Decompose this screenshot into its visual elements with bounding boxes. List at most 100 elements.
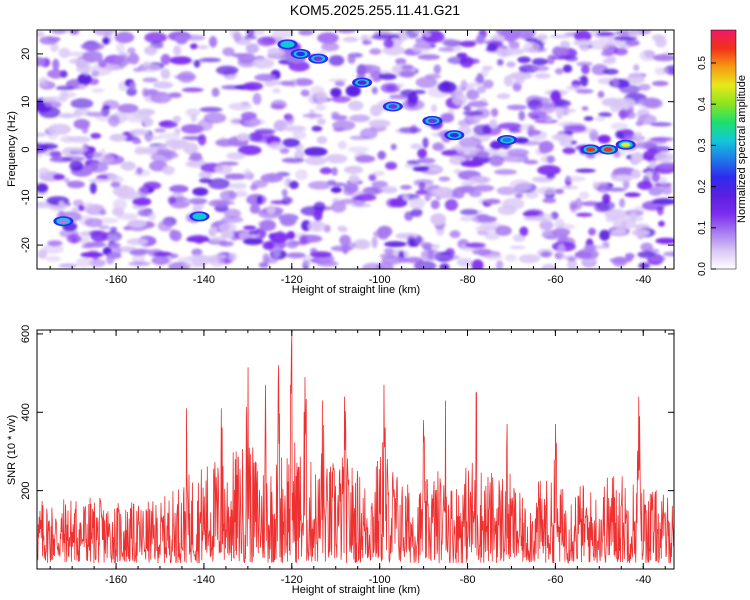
heatmap-cell [396, 83, 405, 88]
heatmap-cell [80, 251, 104, 258]
heatmap-cell [399, 30, 406, 36]
heatmap-cell [292, 78, 314, 86]
heatmap-cell [399, 70, 415, 78]
heatmap-cell [540, 115, 551, 120]
heatmap-cell [228, 182, 247, 190]
heatmap-cell [300, 89, 310, 97]
heatmap-cell [319, 167, 333, 175]
heatmap-cell [415, 190, 428, 195]
hotspot [603, 147, 613, 152]
heatmap-cell [137, 209, 150, 217]
heatmap-cell [640, 242, 653, 252]
heatmap-cell [381, 255, 404, 265]
heatmap-cell [427, 166, 442, 172]
heatmap-cell [475, 34, 486, 45]
heatmap-cell [472, 184, 495, 192]
heatmap-cell [42, 243, 64, 254]
heatmap-cell [219, 190, 238, 201]
heatmap-cell [331, 201, 347, 213]
heatmap-cell [648, 186, 663, 196]
heatmap-cell [148, 212, 156, 221]
heatmap-cell [481, 65, 489, 77]
heatmap-cell [655, 36, 667, 48]
heatmap-cell [368, 174, 377, 182]
heatmap-cell [460, 79, 468, 91]
colorbar-ticks: 0.0 0.1 0.2 0.3 0.4 0.5 [697, 29, 737, 276]
heatmap-cell [58, 47, 71, 59]
heatmap-cell [579, 191, 590, 200]
heatmap-cell [658, 162, 674, 169]
heatmap-cell [259, 219, 277, 232]
heatmap-cell [243, 225, 257, 230]
heatmap-cell [136, 167, 143, 175]
heatmap-cell [115, 42, 125, 54]
heatmap-cell [460, 160, 484, 168]
heatmap-cell [474, 76, 484, 83]
spectrogram-y-tick-label: -20 [20, 237, 32, 253]
heatmap-cell [418, 182, 426, 191]
heatmap-cell [58, 263, 78, 268]
heatmap-cell [433, 64, 441, 74]
heatmap-cell [410, 143, 423, 150]
heatmap-cell [128, 53, 140, 65]
snr-x-label: Height of straight line (km) [292, 584, 420, 596]
heatmap-cell [625, 253, 635, 260]
heatmap-cell [108, 115, 120, 127]
heatmap-cell [404, 256, 424, 264]
heatmap-cell [309, 251, 332, 258]
heatmap-cell [423, 32, 432, 37]
heatmap-cell [514, 30, 536, 39]
heatmap-cell [420, 242, 433, 249]
heatmap-cell [258, 262, 269, 268]
heatmap-cell [342, 36, 359, 43]
heatmap-cell [181, 87, 204, 93]
heatmap-cell [37, 132, 47, 137]
heatmap-cell [348, 174, 360, 184]
heatmap-cell [564, 55, 578, 62]
heatmap-cell [630, 169, 641, 179]
heatmap-cell [68, 58, 86, 65]
heatmap-cell [183, 142, 199, 155]
heatmap-cell [551, 228, 571, 237]
heatmap-cell [596, 31, 615, 37]
heatmap-cell [251, 136, 275, 143]
heatmap-cell [554, 68, 564, 75]
heatmap-cell [532, 65, 550, 72]
heatmap-cell [558, 46, 569, 56]
heatmap-cell [109, 226, 118, 233]
hotspot [388, 104, 398, 109]
heatmap-cell [197, 118, 213, 131]
heatmap-cell [81, 123, 89, 134]
heatmap-cell [456, 257, 473, 267]
snr-y-tick-label: 400 [20, 403, 32, 421]
heatmap-cell [597, 134, 611, 144]
heatmap-cell [159, 144, 173, 149]
heatmap-cell [281, 189, 288, 197]
heatmap-cell [484, 254, 503, 260]
heatmap-cell [651, 80, 669, 87]
heatmap-cell [94, 154, 116, 163]
heatmap-cell [570, 140, 578, 145]
colorbar-tick-label: 0.2 [697, 179, 708, 193]
heatmap-cell [220, 231, 234, 239]
heatmap-cell [503, 75, 514, 87]
heatmap-cell [126, 238, 148, 246]
heatmap-cell [639, 49, 656, 62]
snr-y-label: SNR (10 * v/v) [6, 415, 18, 485]
hotspot [621, 142, 631, 147]
heatmap-cell [83, 66, 90, 76]
heatmap-cell [252, 57, 275, 69]
heatmap-cell [554, 188, 565, 195]
heatmap-cell [398, 127, 422, 134]
spectrogram-x-tick-label: -100 [369, 274, 391, 286]
heatmap-cell [107, 242, 121, 249]
heatmap-cell [385, 161, 398, 170]
heatmap-cell [47, 123, 72, 135]
heatmap-cell [288, 180, 299, 190]
heatmap-cell [377, 225, 393, 238]
heatmap-cell [154, 128, 166, 133]
spectrogram-x-tick-label: -80 [460, 274, 476, 286]
heatmap-cell [144, 32, 168, 44]
